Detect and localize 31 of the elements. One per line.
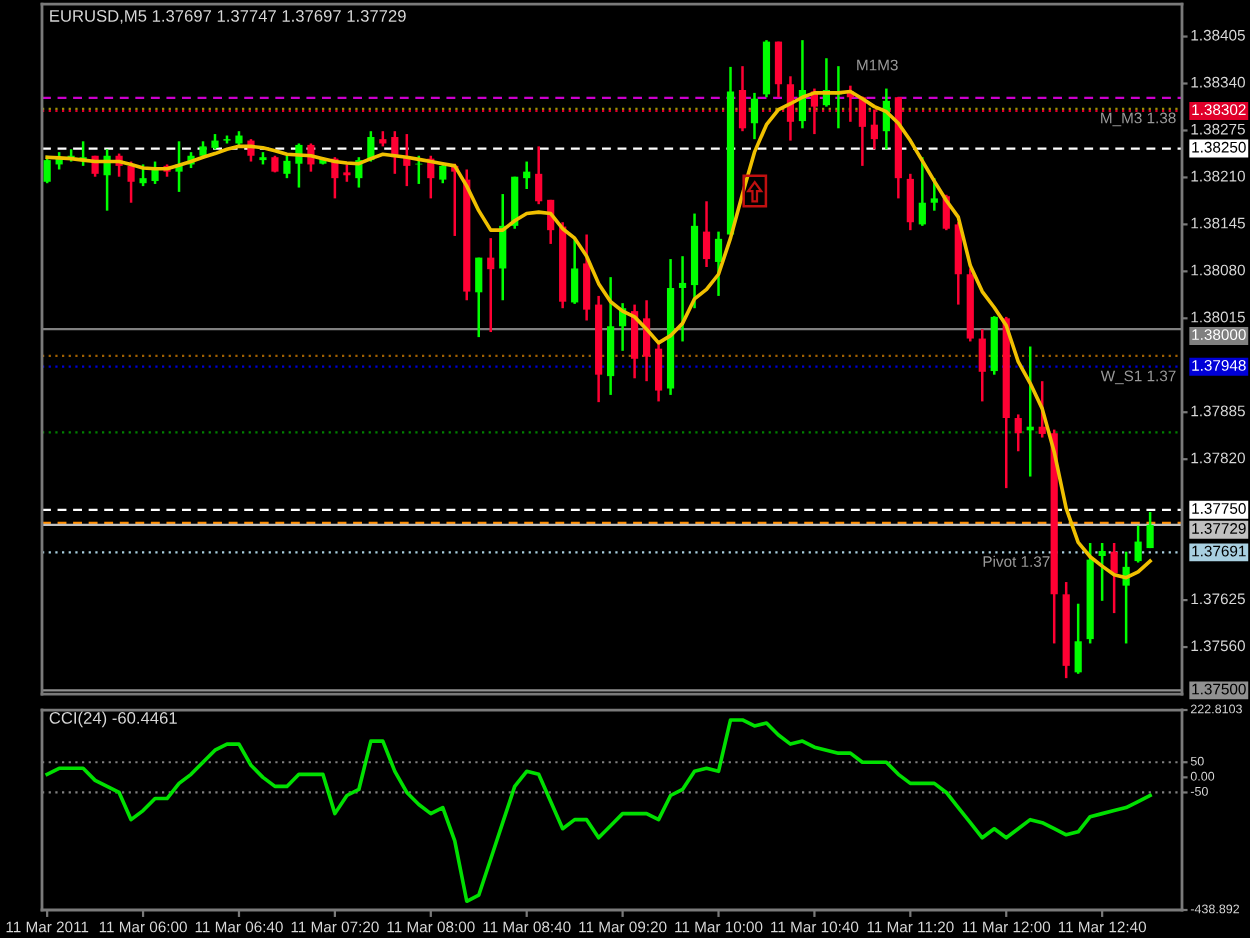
candlestick: [978, 327, 986, 403]
candlestick: [1098, 541, 1106, 603]
candlestick: [283, 154, 291, 180]
candlestick: [43, 154, 51, 185]
candlestick: [906, 172, 914, 232]
candlestick: [139, 163, 147, 188]
candlestick: [918, 155, 926, 228]
candlestick: [738, 64, 747, 133]
candlestick: [750, 91, 759, 141]
candlestick: [774, 40, 783, 99]
candlestick: [1110, 541, 1118, 615]
candlestick: [127, 160, 135, 204]
candlestick: [475, 256, 483, 339]
candlestick: [654, 340, 663, 403]
candlestick: [930, 176, 938, 212]
candlestick: [1146, 510, 1154, 550]
candlestick: [1134, 524, 1142, 564]
candlestick: [571, 236, 579, 306]
candlestick: [1038, 379, 1046, 439]
candlestick: [1014, 413, 1022, 453]
candlestick: [870, 108, 878, 151]
candlestick: [702, 200, 711, 269]
candlestick: [487, 236, 495, 334]
candlestick: [535, 145, 543, 206]
candlestick: [714, 230, 723, 298]
candlestick: [678, 254, 687, 343]
chart-title: EURUSD,M5 1.37697 1.37747 1.37697 1.37729: [50, 9, 406, 24]
candlestick: [583, 233, 591, 322]
candlestick: [439, 162, 447, 185]
candlestick: [1074, 602, 1082, 676]
chart-title: CCI(24) -60.4461: [49, 711, 177, 728]
